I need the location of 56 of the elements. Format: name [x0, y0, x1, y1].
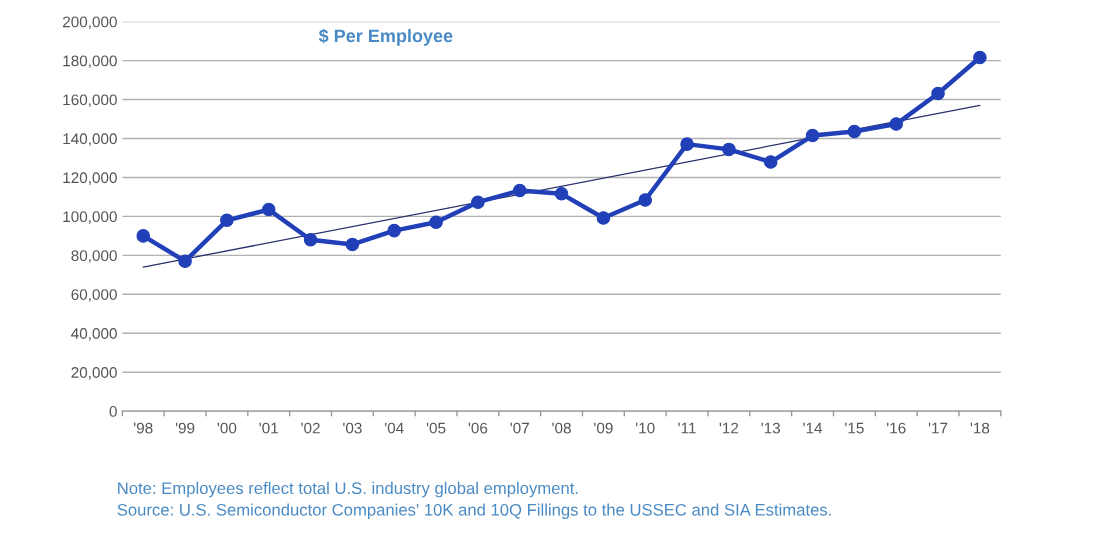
text: Note: Employees reflect total U.S. industry global employment. [118, 481, 578, 498]
point [805, 128, 820, 143]
point [847, 124, 862, 139]
chart-title: $ Per Employee [318, 28, 453, 46]
x-tick-label: '17 [928, 422, 948, 434]
x-tick-label: '06 [468, 422, 488, 434]
x-tick-label: '07 [510, 422, 529, 434]
point [973, 50, 987, 65]
x-tick-label: '16 [887, 422, 906, 434]
y-tick-label: 180,000 [63, 55, 117, 69]
source-note: Source: U.S. Semiconductor Companies' 10K and 10Q Fillings to the USSEC and SIA Estimates. [117, 503, 831, 520]
point [429, 215, 443, 230]
point [722, 142, 736, 157]
x-tick-label: '09 [594, 422, 613, 434]
x-tick-label: '01 [259, 422, 278, 434]
x-tick-label: '08 [552, 422, 571, 434]
y-tick-label: 140,000 [63, 133, 117, 146]
x-tick-label: '03 [343, 422, 362, 434]
y-tick-label: 200,000 [63, 16, 117, 30]
point [345, 237, 360, 252]
point [220, 213, 234, 228]
point [261, 202, 276, 217]
x-tick-label: '11 [678, 422, 696, 434]
y-tick-label: 40,000 [71, 328, 117, 341]
x-tick-label: '99 [175, 422, 195, 434]
point [931, 86, 945, 101]
point [387, 223, 401, 238]
point [178, 254, 192, 268]
point [889, 117, 903, 131]
y-tick-label: 0 [109, 406, 117, 417]
y-tick-label: 20,000 [71, 367, 117, 380]
x-tick-label: '13 [761, 422, 781, 434]
point [303, 233, 318, 247]
point [680, 137, 694, 151]
x-tick-label: '18 [970, 422, 990, 434]
point [763, 155, 778, 169]
x-tick-label: '02 [301, 422, 320, 434]
y-tick-label: 160,000 [63, 94, 117, 108]
point [471, 195, 485, 209]
x-tick-label: '05 [426, 422, 446, 434]
point [638, 193, 652, 207]
x-tick-label: '04 [385, 422, 404, 434]
x-tick-label: '14 [803, 422, 823, 434]
x-tick-label: '12 [719, 422, 739, 434]
x-tick-label: '00 [217, 422, 237, 434]
x-tick-label: '98 [134, 422, 153, 434]
y-tick-label: 100,000 [63, 211, 117, 224]
y-tick-label: 80,000 [71, 250, 117, 263]
point [512, 183, 527, 198]
y-tick-label: 60,000 [71, 289, 117, 302]
x-tick-label: '15 [845, 422, 864, 434]
x-tick-label: '10 [636, 422, 655, 434]
point [554, 187, 569, 201]
y-tick-label: 120,000 [63, 172, 117, 185]
point [596, 211, 611, 225]
point [136, 229, 151, 243]
